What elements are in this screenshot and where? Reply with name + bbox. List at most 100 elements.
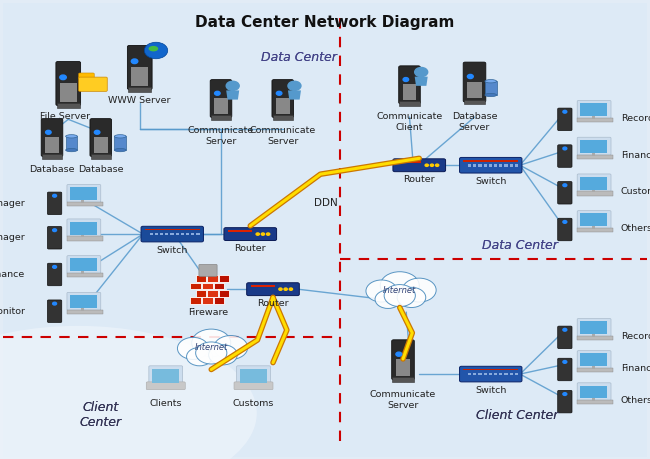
Bar [128, 87, 151, 92]
Bar [160, 233, 163, 235]
Bar [67, 310, 103, 314]
Circle shape [53, 229, 57, 232]
Bar [510, 164, 513, 167]
FancyBboxPatch shape [67, 256, 101, 274]
Bar [494, 164, 497, 167]
Bar [207, 290, 218, 297]
Circle shape [131, 59, 138, 64]
Text: Others: Others [621, 396, 650, 405]
FancyBboxPatch shape [56, 62, 81, 106]
Circle shape [289, 288, 292, 291]
Bar [70, 187, 97, 200]
Text: Manager: Manager [0, 233, 25, 242]
Text: Router: Router [257, 299, 289, 308]
Bar [504, 164, 508, 167]
FancyBboxPatch shape [577, 351, 611, 369]
Bar [207, 275, 218, 282]
Bar [94, 137, 108, 153]
Text: Others: Others [621, 224, 650, 233]
Ellipse shape [485, 93, 497, 97]
FancyBboxPatch shape [577, 211, 611, 229]
Bar [464, 100, 485, 104]
Text: Router: Router [404, 175, 435, 185]
Text: Finance: Finance [621, 151, 650, 160]
Circle shape [192, 329, 231, 357]
Bar [463, 160, 518, 162]
Bar [196, 233, 200, 235]
FancyBboxPatch shape [149, 366, 183, 385]
FancyBboxPatch shape [558, 390, 572, 413]
Bar [577, 118, 613, 122]
Circle shape [430, 164, 434, 166]
Text: Manager: Manager [0, 199, 25, 208]
Text: Database: Database [29, 165, 75, 174]
Bar [67, 202, 103, 206]
Text: Record: Record [621, 114, 650, 123]
Bar [272, 115, 293, 120]
FancyBboxPatch shape [247, 283, 299, 296]
Bar [484, 373, 487, 375]
FancyBboxPatch shape [463, 62, 486, 102]
FancyBboxPatch shape [558, 358, 572, 381]
Bar [70, 222, 97, 235]
Bar [463, 369, 518, 370]
Text: Data Center: Data Center [482, 239, 558, 252]
FancyBboxPatch shape [224, 228, 277, 241]
Circle shape [279, 288, 282, 291]
Bar [580, 213, 607, 226]
Circle shape [46, 130, 51, 134]
Circle shape [402, 278, 436, 302]
Bar [494, 373, 497, 375]
Bar [214, 297, 224, 304]
Bar [45, 137, 59, 153]
Bar [478, 164, 482, 167]
Bar [42, 154, 62, 159]
Bar [485, 81, 497, 95]
FancyBboxPatch shape [41, 118, 63, 157]
Circle shape [177, 337, 209, 359]
FancyBboxPatch shape [460, 157, 522, 173]
Bar [191, 233, 194, 235]
Text: Fireware: Fireware [188, 308, 228, 317]
FancyBboxPatch shape [393, 159, 446, 172]
Circle shape [467, 74, 473, 78]
FancyBboxPatch shape [558, 145, 572, 167]
Circle shape [563, 221, 567, 224]
Bar [190, 283, 201, 289]
Circle shape [266, 233, 270, 235]
Bar [165, 233, 168, 235]
Text: Client Center: Client Center [476, 409, 558, 422]
Circle shape [563, 361, 567, 364]
Circle shape [209, 345, 237, 365]
FancyBboxPatch shape [577, 383, 611, 401]
Bar [57, 103, 80, 108]
FancyBboxPatch shape [237, 366, 270, 385]
Circle shape [284, 288, 287, 291]
Bar [580, 140, 607, 153]
Circle shape [425, 164, 428, 166]
Circle shape [94, 130, 100, 134]
FancyBboxPatch shape [558, 181, 572, 204]
Bar [580, 386, 607, 398]
Bar [145, 229, 200, 230]
Text: Database: Database [78, 165, 124, 174]
FancyBboxPatch shape [210, 79, 232, 118]
Bar [580, 103, 607, 116]
Bar [484, 164, 487, 167]
Bar [468, 164, 471, 167]
Circle shape [60, 75, 66, 80]
FancyBboxPatch shape [79, 77, 107, 91]
Polygon shape [415, 77, 428, 86]
Bar [592, 116, 595, 119]
Bar [473, 373, 476, 375]
Bar [81, 200, 84, 203]
Text: Switch: Switch [475, 386, 506, 395]
Bar [70, 258, 97, 271]
Bar [577, 191, 613, 196]
FancyBboxPatch shape [392, 340, 414, 380]
Bar [489, 373, 492, 375]
Circle shape [397, 287, 426, 308]
Bar [592, 366, 595, 369]
FancyBboxPatch shape [79, 73, 94, 79]
Bar [190, 297, 201, 304]
